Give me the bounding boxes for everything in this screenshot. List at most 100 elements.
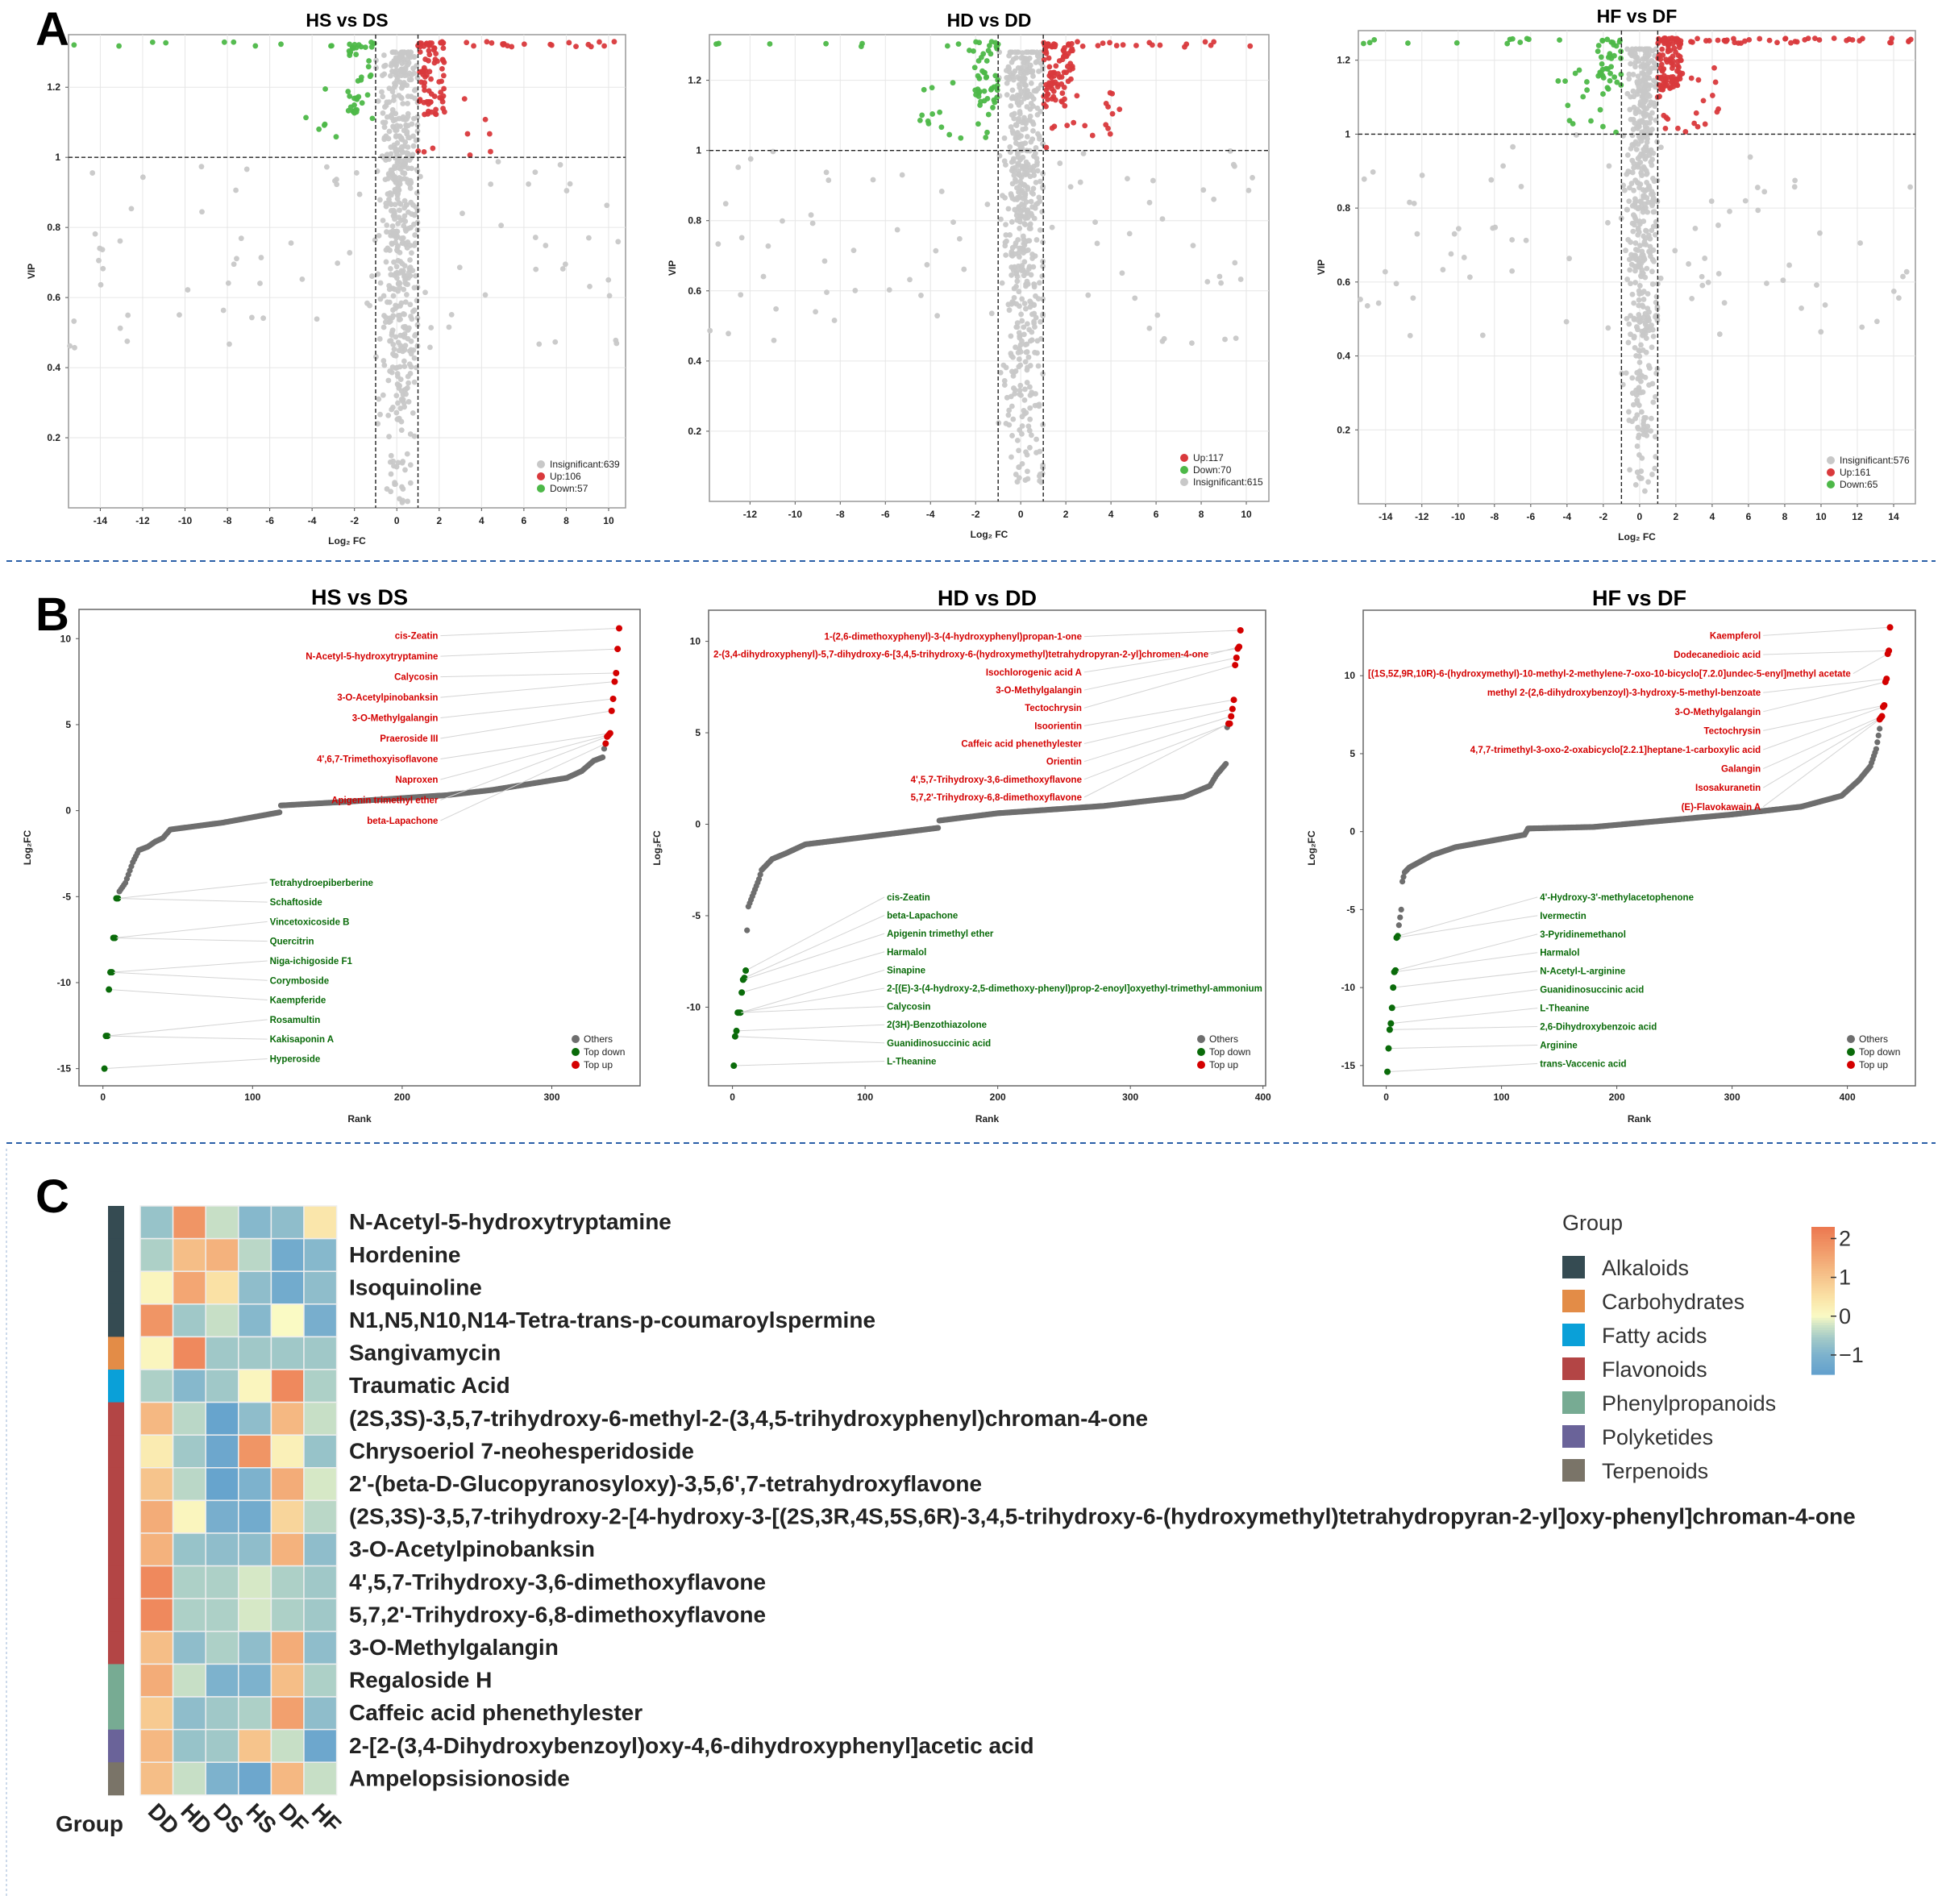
- colorbar-segment: [1811, 1357, 1835, 1361]
- point-insignificant: [1509, 268, 1516, 274]
- top-down-label: 2-[(E)-3-(4-hydroxy-2,5-dimethoxy-phenyl…: [887, 984, 1262, 994]
- point-insignificant: [380, 155, 387, 161]
- point-insignificant: [1411, 200, 1417, 206]
- point-insignificant: [1033, 145, 1039, 151]
- charts: -14 -12 -10 -8 -6 -4 -2 0 2 4 6 8 100.20.40.60.811.2…: [22, 6, 1916, 1840]
- point-up: [1788, 39, 1794, 46]
- heatmap-cell: [205, 1663, 239, 1698]
- point-insignificant: [1642, 83, 1649, 89]
- point-insignificant: [393, 179, 400, 185]
- point-down: [971, 48, 976, 54]
- point-insignificant: [1634, 443, 1641, 449]
- heatmap-cell: [270, 1663, 305, 1698]
- point-insignificant: [1645, 306, 1651, 312]
- point-insignificant: [405, 61, 411, 68]
- x-tick-label: 6: [1154, 509, 1159, 520]
- point-down: [1607, 77, 1613, 84]
- point-insignificant: [488, 181, 494, 187]
- point-insignificant: [1037, 448, 1043, 455]
- colorbar-segment: [1811, 1258, 1835, 1262]
- point-insignificant: [1026, 264, 1033, 270]
- group-annotation-alkaloids: [108, 1271, 124, 1305]
- point-insignificant: [1017, 387, 1023, 393]
- heatmap-cell: [303, 1336, 338, 1370]
- x-tick-label: 10: [1815, 511, 1827, 522]
- point-insignificant: [299, 276, 306, 282]
- colorbar-segment: [1811, 1310, 1835, 1314]
- point-up: [1100, 40, 1106, 46]
- point-insignificant: [1014, 479, 1021, 485]
- point-up: [428, 109, 435, 115]
- legend-label: Top up: [1859, 1059, 1888, 1070]
- colorbar-segment: [1811, 1270, 1835, 1274]
- point-insignificant: [393, 352, 399, 359]
- point-up: [1075, 39, 1080, 45]
- point-insignificant: [396, 214, 402, 221]
- point-insignificant: [1636, 302, 1642, 309]
- point-down: [1595, 43, 1602, 48]
- point-insignificant: [1009, 128, 1016, 134]
- colorbar-segment: [1811, 1312, 1835, 1316]
- point-down: [1599, 37, 1606, 44]
- heatmap-cell: [270, 1565, 305, 1599]
- point-insignificant: [1451, 231, 1458, 237]
- point-insignificant: [1004, 238, 1009, 244]
- chart-title: HD vs DD: [938, 586, 1037, 610]
- point-up: [1816, 37, 1823, 43]
- point-up: [439, 56, 446, 63]
- x-tick-label: 8: [1199, 509, 1204, 520]
- point-down: [221, 39, 227, 45]
- point-insignificant: [1634, 397, 1641, 404]
- point-insignificant: [398, 300, 405, 306]
- point-down: [1366, 39, 1373, 46]
- point-insignificant: [1025, 161, 1031, 168]
- legend-marker-up: [537, 472, 545, 480]
- y-tick-label: 1.2: [1337, 55, 1350, 66]
- point-insignificant: [1625, 236, 1632, 243]
- point-insignificant: [414, 315, 421, 321]
- point-insignificant: [394, 140, 401, 146]
- point-insignificant: [394, 56, 401, 63]
- legend-label: Terpenoids: [1602, 1459, 1708, 1483]
- point-insignificant: [411, 221, 417, 227]
- point-insignificant: [398, 85, 405, 91]
- point-insignificant: [1630, 212, 1636, 218]
- point-insignificant: [1022, 359, 1029, 365]
- top-up-label: 5,7,2'-Trihydroxy-6,8-dimethoxyflavone: [911, 793, 1082, 803]
- heatmap-cell: [303, 1467, 338, 1502]
- point-insignificant: [398, 135, 405, 142]
- point-insignificant: [411, 379, 418, 385]
- top-up-label: 2-(3,4-dihydroxyphenyl)-5,7-dihydroxy-6-…: [713, 651, 1208, 660]
- point-insignificant: [405, 225, 412, 231]
- point-top-up: [1237, 626, 1244, 634]
- point-insignificant: [722, 201, 729, 207]
- point-down: [958, 135, 964, 141]
- point-insignificant: [870, 177, 876, 183]
- point-insignificant: [375, 98, 381, 104]
- point-insignificant: [395, 400, 401, 406]
- point-up: [1052, 79, 1058, 85]
- point-insignificant: [1407, 332, 1413, 339]
- point-insignificant: [1189, 340, 1195, 346]
- top-up-label: Tectochrysin: [1703, 726, 1761, 736]
- point-up: [440, 73, 447, 79]
- point-others: [1875, 732, 1882, 738]
- point-others: [1223, 761, 1229, 767]
- volcano-plot-volcano-hd-dd: -12 -10 -8 -6 -4 -2 0 2 4 6 8 100.20.40.60.811.2HD …: [667, 10, 1270, 540]
- x-tick-label: -10: [1451, 511, 1466, 522]
- point-insignificant: [381, 63, 387, 69]
- legend-marker-insig: [537, 460, 545, 468]
- label-connector: [110, 971, 268, 981]
- point-insignificant: [1566, 256, 1572, 262]
- point-insignificant: [1014, 130, 1021, 135]
- point-insignificant: [1038, 318, 1043, 325]
- x-axis-label: Log₂ FC: [328, 535, 366, 547]
- x-tick-label: 200: [990, 1091, 1006, 1103]
- point-insignificant: [1645, 60, 1651, 66]
- point-insignificant: [1023, 166, 1029, 172]
- point-insignificant: [1637, 198, 1644, 205]
- point-down: [946, 131, 953, 138]
- colorbar-segment: [1811, 1340, 1835, 1343]
- point-up: [489, 39, 495, 46]
